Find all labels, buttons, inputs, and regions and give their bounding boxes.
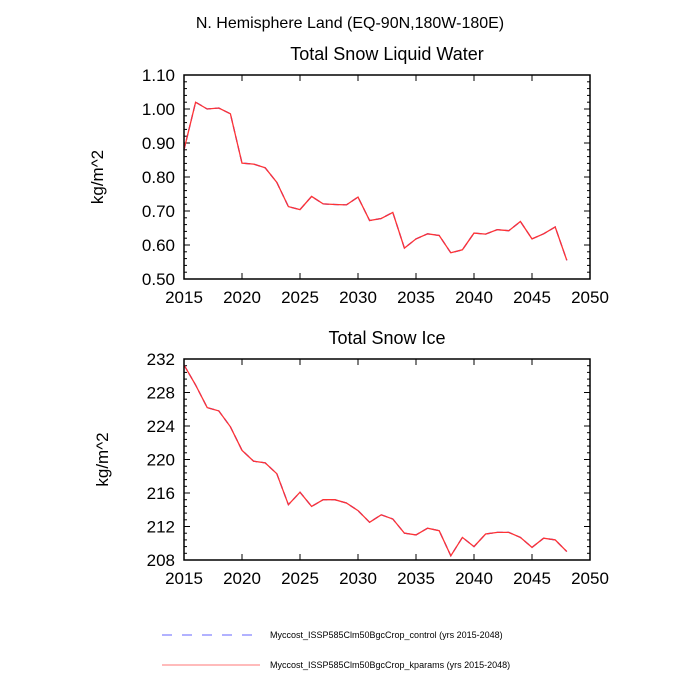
x-tick-label: 2015 [165,569,203,588]
legend-label-kparams: Myccost_ISSP585Clm50BgcCrop_kparams (yrs… [270,660,510,670]
y-tick-label: 216 [147,484,175,503]
x-tick-label: 2035 [397,288,435,307]
x-tick-label: 2045 [513,569,551,588]
x-tick-label: 2050 [571,569,609,588]
chart-title: Total Snow Liquid Water [290,44,483,64]
y-tick-label: 1.10 [142,66,175,85]
y-tick-label: 220 [147,451,175,470]
x-tick-label: 2015 [165,288,203,307]
plot-frame [183,74,591,280]
chart-title: Total Snow Ice [328,328,445,348]
legend: Myccost_ISSP585Clm50BgcCrop_control (yrs… [162,630,510,670]
x-tick-label: 2045 [513,288,551,307]
x-tick-label: 2030 [339,288,377,307]
series-line-kparams [183,364,568,558]
legend-label-control: Myccost_ISSP585Clm50BgcCrop_control (yrs… [270,630,503,640]
x-tick-label: 2040 [455,288,493,307]
y-tick-label: 0.60 [142,236,175,255]
x-tick-label: 2030 [339,569,377,588]
series-line-control [183,364,568,558]
series-line-control [183,101,568,261]
x-tick-label: 2025 [281,288,319,307]
y-tick-label: 232 [147,350,175,369]
series-line-kparams [183,101,568,261]
main-title: N. Hemisphere Land (EQ-90N,180W-180E) [196,15,504,32]
x-tick-label: 2035 [397,569,435,588]
chart-panel-2: Total Snow Ice kg/m^2 2015 2020 2025 2030 2035… [93,328,609,588]
plot-frame [183,358,591,561]
y-tick-label: 0.70 [142,202,175,221]
x-tick-label: 2020 [223,569,261,588]
y-axis-title: kg/m^2 [88,150,107,204]
chart-panel-1: Total Snow Liquid Water kg/m^2 2015 2020 202… [88,44,609,307]
x-tick-label: 2020 [223,288,261,307]
y-tick-label: 0.90 [142,134,175,153]
y-tick-label: 0.80 [142,168,175,187]
y-tick-label: 212 [147,518,175,537]
y-tick-label: 224 [147,417,175,436]
y-tick-label: 208 [147,551,175,570]
x-tick-label: 2040 [455,569,493,588]
y-tick-label: 0.50 [142,270,175,289]
y-tick-label: 228 [147,384,175,403]
x-tick-label: 2050 [571,288,609,307]
y-tick-label: 1.00 [142,100,175,119]
y-axis-title: kg/m^2 [93,432,112,486]
x-tick-label: 2025 [281,569,319,588]
